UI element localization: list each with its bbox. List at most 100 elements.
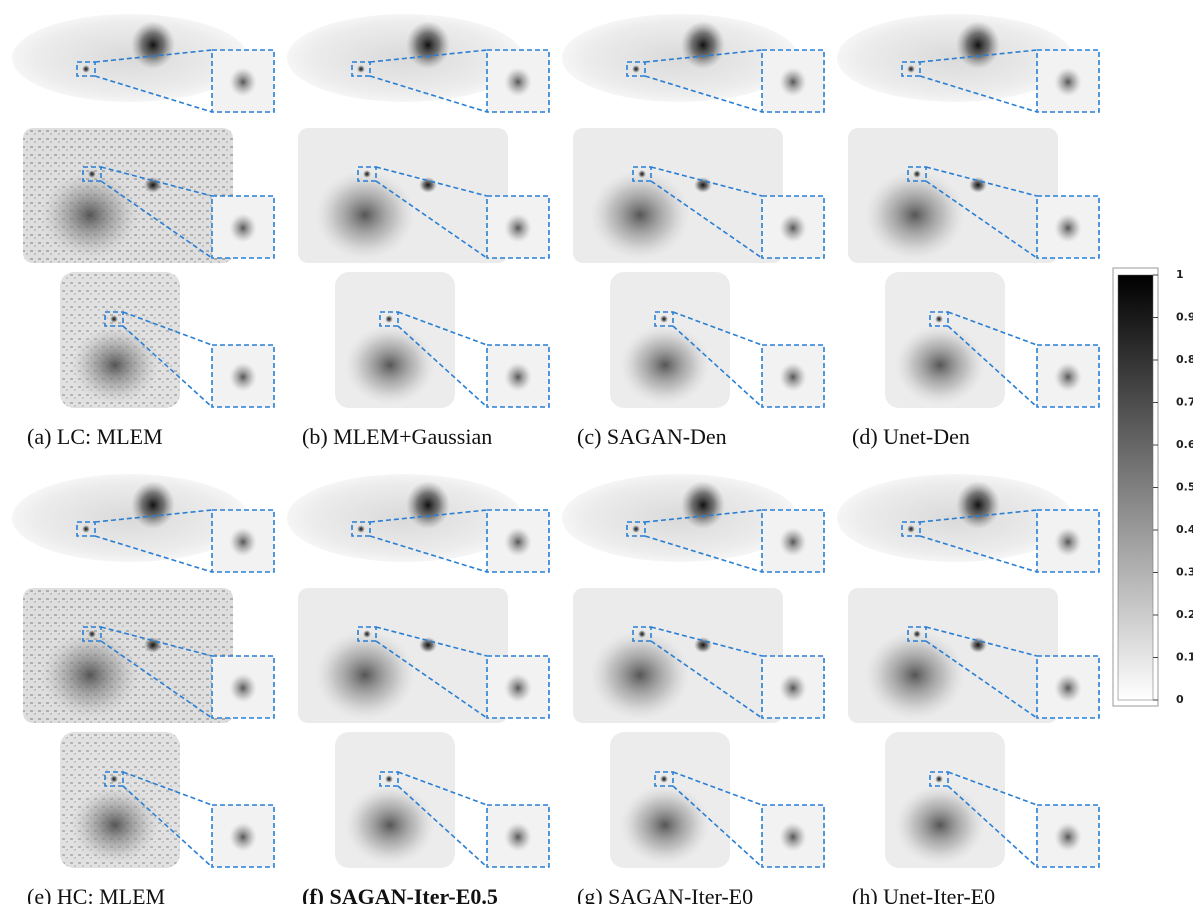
- coronal-spot: [969, 177, 987, 193]
- colorbar-tick-label: 0.7: [1176, 396, 1193, 409]
- caption: (b) MLEM+Gaussian: [302, 424, 492, 449]
- caption: (e) HC: MLEM: [27, 884, 165, 904]
- coronal-spot: [969, 637, 987, 653]
- lesion: [357, 65, 365, 73]
- sagittal-organ: [70, 785, 160, 865]
- colorbar-tick-label: 0: [1176, 693, 1184, 706]
- sagittal-organ: [345, 325, 435, 405]
- zoom-lesion: [779, 362, 807, 392]
- colorbar-tick-label: 0.6: [1176, 438, 1193, 451]
- zoom-lesion: [1054, 213, 1082, 243]
- zoom-lesion: [229, 822, 257, 852]
- zoom-lesion: [504, 822, 532, 852]
- panel: (c) SAGAN-Den: [562, 14, 824, 449]
- zoom-lesion: [504, 527, 532, 557]
- coronal-organ: [40, 170, 140, 260]
- panel: (g) SAGAN-Iter-E0: [562, 474, 824, 904]
- heart: [956, 481, 1000, 529]
- coronal-spot: [694, 177, 712, 193]
- lesion: [363, 170, 371, 178]
- coronal-spot: [144, 637, 162, 653]
- figure: (a) LC: MLEM (b) MLEM+Gaussian (c) SAGAN-D…: [0, 0, 1193, 904]
- lesion: [110, 775, 118, 783]
- lesion: [632, 65, 640, 73]
- colorbar-tick-label: 0.9: [1176, 311, 1193, 324]
- coronal-organ: [315, 630, 415, 720]
- caption: (f) SAGAN-Iter-E0.5: [302, 884, 498, 904]
- sagittal-organ: [895, 785, 985, 865]
- lesion: [385, 775, 393, 783]
- lesion: [88, 170, 96, 178]
- lesion: [660, 775, 668, 783]
- caption: (h) Unet-Iter-E0: [852, 884, 995, 904]
- panel: (e) HC: MLEM: [12, 474, 274, 904]
- coronal-organ: [315, 170, 415, 260]
- heart: [406, 21, 450, 69]
- lesion: [638, 170, 646, 178]
- caption: (g) SAGAN-Iter-E0: [577, 884, 753, 904]
- panel: (d) Unet-Den: [837, 14, 1099, 449]
- heart: [956, 21, 1000, 69]
- lesion: [935, 315, 943, 323]
- panel: (f) SAGAN-Iter-E0.5: [287, 474, 549, 904]
- colorbar-tick-label: 0.1: [1176, 651, 1193, 664]
- zoom-lesion: [229, 527, 257, 557]
- zoom-lesion: [779, 527, 807, 557]
- lesion: [632, 525, 640, 533]
- zoom-lesion: [504, 67, 532, 97]
- coronal-organ: [590, 630, 690, 720]
- lesion: [110, 315, 118, 323]
- zoom-lesion: [779, 673, 807, 703]
- zoom-lesion: [1054, 822, 1082, 852]
- lesion: [82, 65, 90, 73]
- coronal-organ: [40, 630, 140, 720]
- heart: [681, 21, 725, 69]
- coronal-organ: [865, 630, 965, 720]
- zoom-lesion: [229, 67, 257, 97]
- lesion: [935, 775, 943, 783]
- colorbar-tick-label: 0.2: [1176, 608, 1193, 621]
- lesion: [907, 525, 915, 533]
- lesion: [907, 65, 915, 73]
- coronal-organ: [590, 170, 690, 260]
- lesion: [82, 525, 90, 533]
- zoom-lesion: [1054, 362, 1082, 392]
- lesion: [913, 170, 921, 178]
- coronal-spot: [419, 177, 437, 193]
- heart: [131, 21, 175, 69]
- coronal-spot: [419, 637, 437, 653]
- zoom-lesion: [229, 213, 257, 243]
- lesion: [638, 630, 646, 638]
- zoom-lesion: [504, 362, 532, 392]
- lesion: [88, 630, 96, 638]
- sagittal-organ: [345, 785, 435, 865]
- sagittal-organ: [895, 325, 985, 405]
- zoom-lesion: [504, 213, 532, 243]
- coronal-spot: [144, 177, 162, 193]
- sagittal-organ: [620, 325, 710, 405]
- lesion: [660, 315, 668, 323]
- coronal-spot: [694, 637, 712, 653]
- zoom-lesion: [779, 213, 807, 243]
- colorbar-tick-label: 0.3: [1176, 566, 1193, 579]
- colorbar-tick-label: 1: [1176, 268, 1184, 281]
- sagittal-organ: [70, 325, 160, 405]
- colorbar-tick-label: 0.8: [1176, 353, 1193, 366]
- sagittal-organ: [620, 785, 710, 865]
- caption: (d) Unet-Den: [852, 424, 970, 449]
- caption: (a) LC: MLEM: [27, 424, 163, 449]
- zoom-lesion: [1054, 527, 1082, 557]
- colorbar-tick-label: 0.4: [1176, 523, 1193, 536]
- zoom-lesion: [229, 673, 257, 703]
- lesion: [357, 525, 365, 533]
- zoom-lesion: [779, 67, 807, 97]
- caption: (c) SAGAN-Den: [577, 424, 727, 449]
- zoom-lesion: [1054, 673, 1082, 703]
- colorbar-tick-label: 0.5: [1176, 481, 1193, 494]
- panel: (a) LC: MLEM: [12, 14, 274, 449]
- lesion: [913, 630, 921, 638]
- lesion: [385, 315, 393, 323]
- zoom-lesion: [504, 673, 532, 703]
- colorbar: [1118, 275, 1153, 700]
- zoom-lesion: [1054, 67, 1082, 97]
